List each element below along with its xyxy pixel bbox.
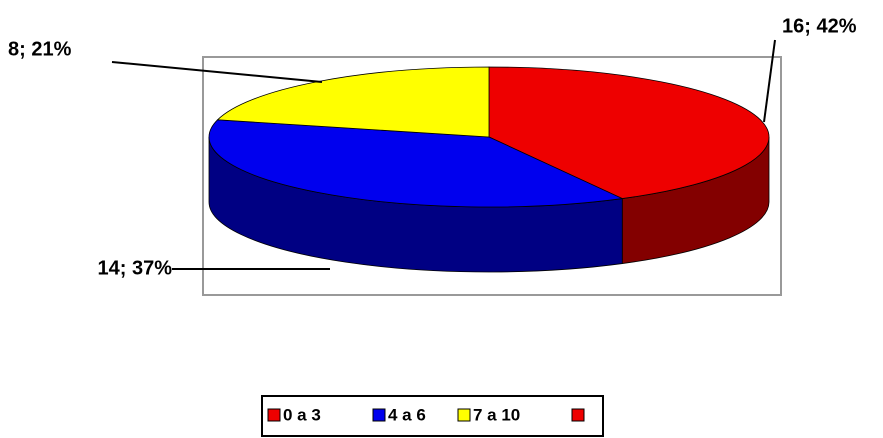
pie — [208, 66, 770, 273]
leader-line — [763, 39, 776, 123]
legend-swatch — [457, 408, 471, 422]
legend-label: 7 a 10 — [473, 405, 520, 424]
legend-label: 0 a 3 — [283, 405, 321, 424]
legend-swatch — [571, 408, 585, 422]
legend-swatch — [267, 408, 281, 422]
data-label: 14; 37% — [98, 257, 173, 279]
slice — [208, 119, 624, 208]
legend-swatch — [372, 408, 386, 422]
legend-label: 4 a 6 — [388, 405, 426, 424]
legend-frame — [261, 395, 604, 437]
slice — [488, 66, 770, 199]
legend: 0 a 3 4 a 6 7 a 10 — [261, 395, 604, 437]
plot-frame — [202, 56, 782, 296]
data-label: 8; 21% — [8, 38, 72, 60]
data-label: 16; 42% — [782, 15, 857, 37]
leader-line — [111, 61, 323, 83]
